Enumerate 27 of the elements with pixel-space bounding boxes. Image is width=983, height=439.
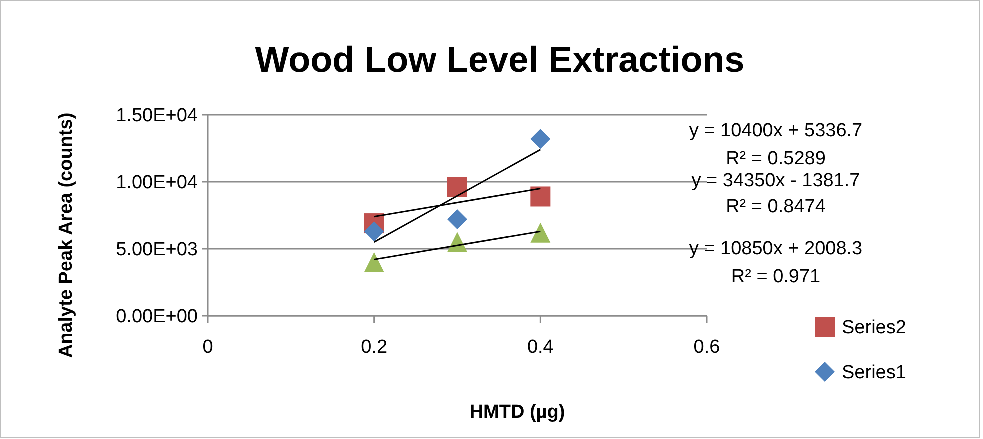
annotation: y = 10850x + 2008.3	[689, 238, 863, 260]
y-tick-label: 1.50E+04	[116, 106, 198, 127]
x-axis-title: HMTD (µg)	[470, 402, 566, 423]
point	[530, 186, 551, 207]
x-tick-label: 0.6	[694, 337, 720, 358]
text: R² = 0.5289	[726, 148, 826, 170]
legend-label: Series2	[842, 318, 906, 339]
y-tick-label: 5.00E+03	[116, 240, 198, 261]
x-tick-label: 0.4	[527, 337, 554, 358]
text: R² = 0.8474	[726, 196, 826, 218]
y-tick-label: 0.00E+00	[116, 306, 198, 328]
x-tick-label: 0.2	[361, 337, 388, 358]
point	[530, 222, 551, 243]
x-tick-label: 0	[202, 337, 214, 358]
annotation: y = 34350x - 1381.7	[692, 170, 860, 192]
chart-title: Wood Low Level Extractions	[255, 39, 745, 80]
point	[364, 222, 384, 242]
point	[448, 177, 468, 198]
point	[448, 210, 468, 230]
legend-label: Series1	[842, 362, 906, 384]
point	[530, 129, 551, 150]
point	[364, 252, 384, 272]
y-tick-label: 1.00E+04	[116, 172, 198, 194]
point	[448, 232, 468, 252]
y-axis-title: Analyte Peak Area (counts)	[56, 112, 77, 358]
annotation: y = 10400x + 5336.7	[689, 120, 863, 142]
text: R² = 0.971	[731, 266, 821, 288]
